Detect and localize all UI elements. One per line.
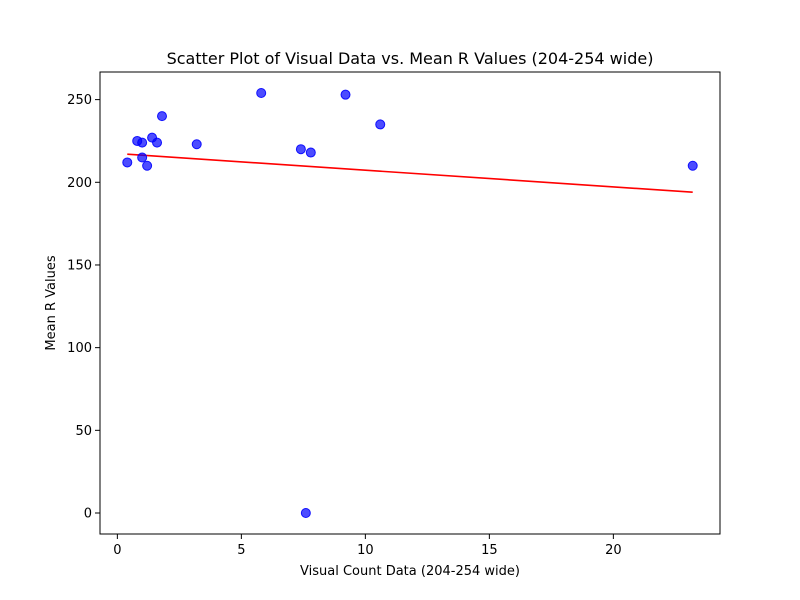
data-point xyxy=(687,160,698,171)
plot-frame xyxy=(99,71,721,535)
x-tick-label: 10 xyxy=(357,543,374,558)
data-point xyxy=(157,111,167,122)
y-tick-label: 200 xyxy=(67,176,92,191)
points-layer xyxy=(122,88,698,518)
x-tick-label: 15 xyxy=(481,543,498,558)
data-point xyxy=(152,137,163,148)
data-point xyxy=(300,508,311,518)
data-point xyxy=(142,160,153,171)
data-point xyxy=(256,88,267,98)
trendline xyxy=(127,153,693,194)
data-point xyxy=(137,137,148,148)
y-axis-label: Mean R Values xyxy=(44,255,59,350)
x-tick-label: 20 xyxy=(605,543,622,558)
y-tick-label: 250 xyxy=(67,93,92,108)
y-tick-label: 150 xyxy=(67,258,92,273)
x-axis: 0 5 10 15 20 xyxy=(113,534,622,558)
data-point xyxy=(305,147,316,158)
chart-title: Scatter Plot of Visual Data vs. Mean R V… xyxy=(167,49,654,68)
data-point xyxy=(295,144,306,155)
x-axis-label: Visual Count Data (204-254 wide) xyxy=(300,564,520,579)
y-axis: 0 50 100 150 200 250 xyxy=(67,93,100,522)
x-tick-label: 5 xyxy=(237,543,245,558)
y-tick-label: 0 xyxy=(84,507,92,522)
y-tick-label: 50 xyxy=(75,424,92,439)
data-point xyxy=(191,139,202,150)
data-point xyxy=(137,152,148,163)
trendline-layer xyxy=(127,153,693,194)
y-tick-label: 100 xyxy=(67,341,92,356)
data-point xyxy=(122,157,133,168)
data-point xyxy=(340,89,351,100)
x-tick-label: 0 xyxy=(113,543,121,558)
data-point xyxy=(375,119,386,130)
